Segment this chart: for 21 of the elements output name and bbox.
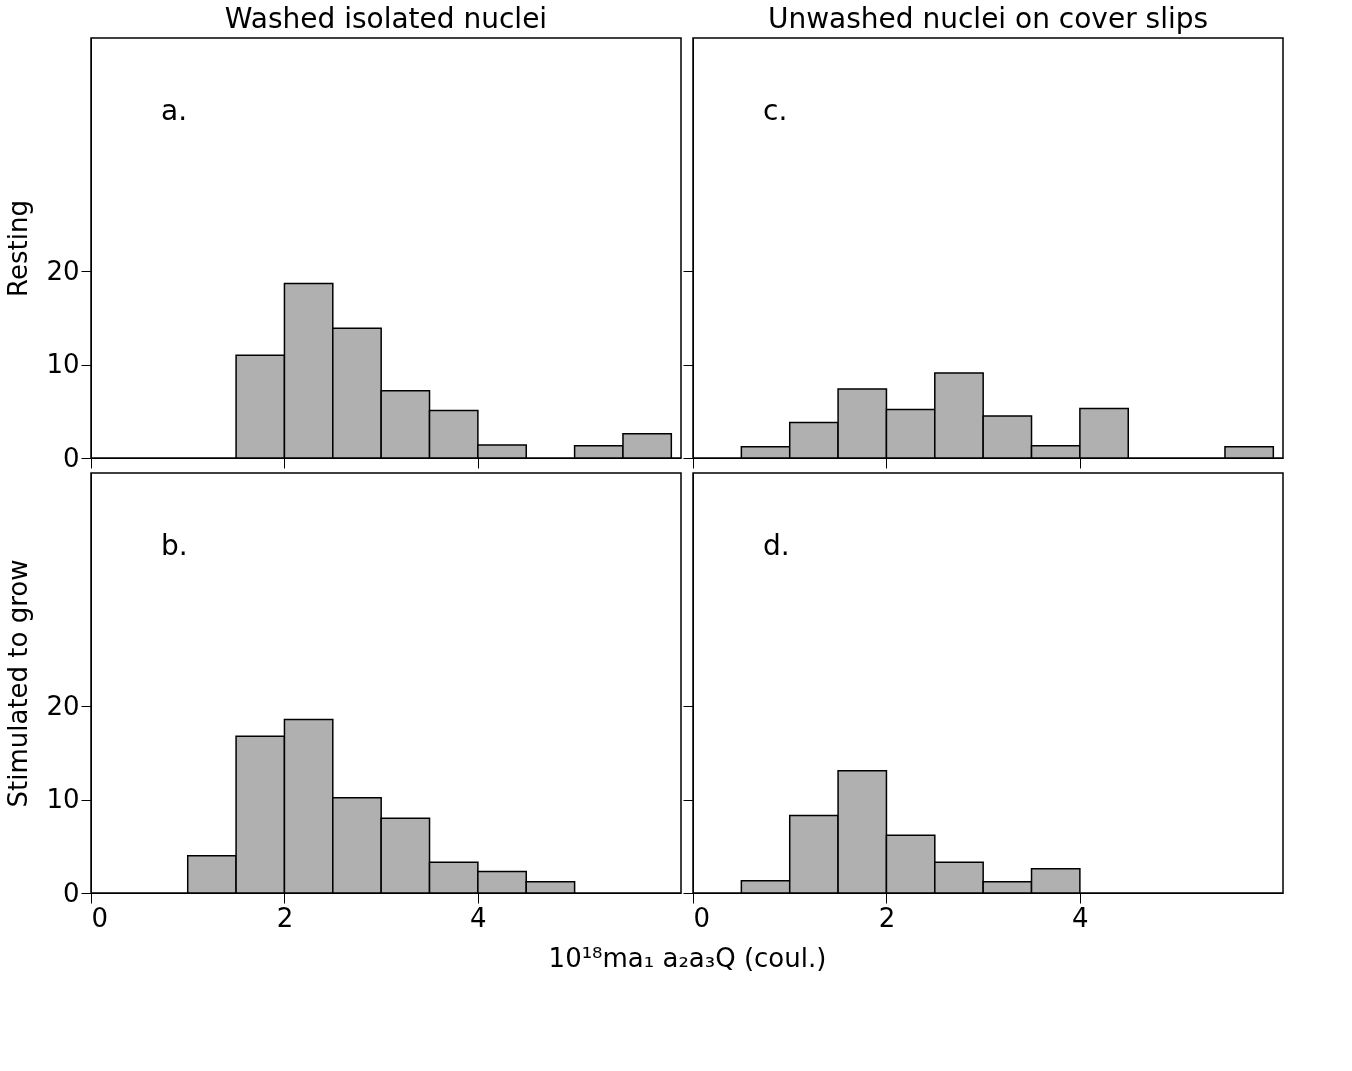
annotation: d. xyxy=(763,529,790,562)
y-tick-label: 20 xyxy=(46,255,80,286)
x-tick-label: 4 xyxy=(470,902,487,933)
chart-title: Washed isolated nuclei xyxy=(224,2,548,35)
x-tick-label: 2 xyxy=(878,902,896,933)
x-axis-title: 10¹⁸ma₁ a₂a₃Q (coul.) xyxy=(548,942,827,973)
y-tick-label: 10 xyxy=(46,784,80,815)
chart-title: Unwashed nuclei on cover slips xyxy=(767,2,1209,35)
x-tick-label: 2 xyxy=(276,902,294,933)
x-tick-label: 4 xyxy=(1072,902,1089,933)
y-tick-label: 10 xyxy=(46,349,80,380)
y-tick-label: 20 xyxy=(46,690,80,721)
y-tick-label: 0 xyxy=(62,877,80,908)
y-tick-label: 0 xyxy=(62,442,80,473)
annotation: c. xyxy=(763,94,788,127)
annotation: b. xyxy=(161,529,188,562)
x-tick-label: 0 xyxy=(91,902,109,933)
x-tick-label: 0 xyxy=(693,902,711,933)
annotation: a. xyxy=(161,94,188,127)
y-axis-title: Resting xyxy=(3,200,34,297)
y-axis-title: Stimulated to grow xyxy=(3,559,34,808)
